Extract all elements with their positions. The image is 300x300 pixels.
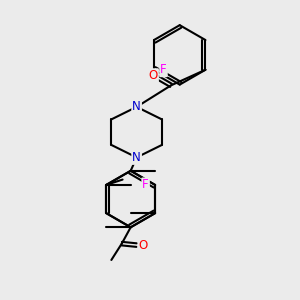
Text: N: N — [132, 100, 141, 113]
Text: O: O — [149, 69, 158, 82]
Text: N: N — [132, 151, 141, 164]
Text: O: O — [139, 238, 148, 252]
Text: F: F — [142, 178, 149, 191]
Text: F: F — [160, 63, 167, 76]
